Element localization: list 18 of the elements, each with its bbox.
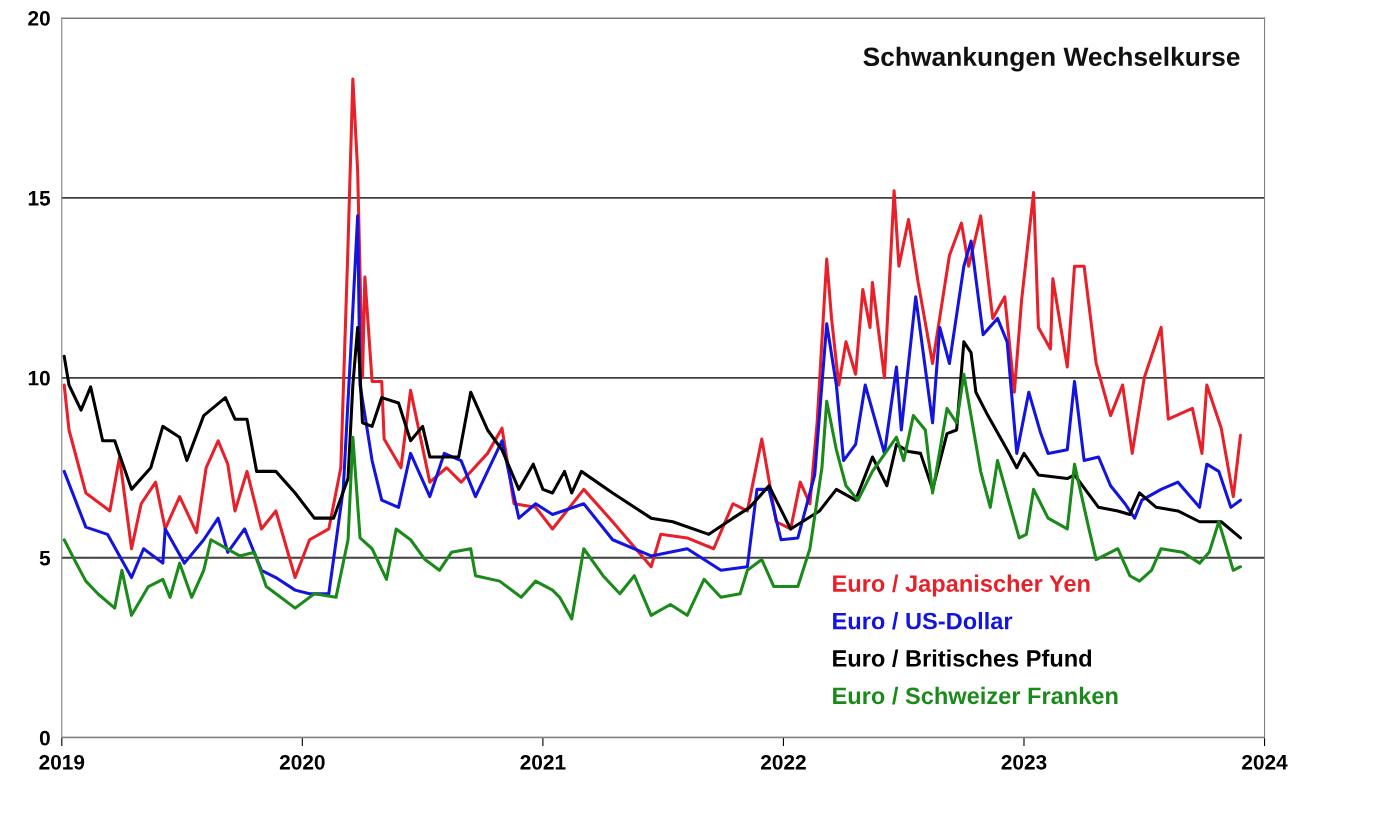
y-tick-label: 20 [28,10,50,26]
y-tick-label: 5 [39,550,51,566]
line-series [62,214,1243,596]
x-tick-label: 2021 [520,754,566,770]
y-tick-label: 0 [39,730,50,746]
x-tick-label: 2023 [1001,754,1047,770]
y-tick-label: 10 [28,370,50,386]
text: Schwankungen Wechselkurse [863,46,1240,72]
x-tick-label: 2022 [760,754,806,770]
y-tick-label: 15 [28,191,51,206]
text: Euro / Schweizer Franken [833,686,1118,705]
x-tick-label: 2019 [39,754,85,770]
x-tick-label: 2020 [279,754,325,770]
text: Euro / Britisches Pfund [833,649,1092,668]
text: Euro / Japanischer Yen [833,574,1090,597]
text: Euro / US-Dollar [833,612,1013,630]
line-series [62,325,1243,540]
x-tick-label: 2024 [1242,754,1288,770]
